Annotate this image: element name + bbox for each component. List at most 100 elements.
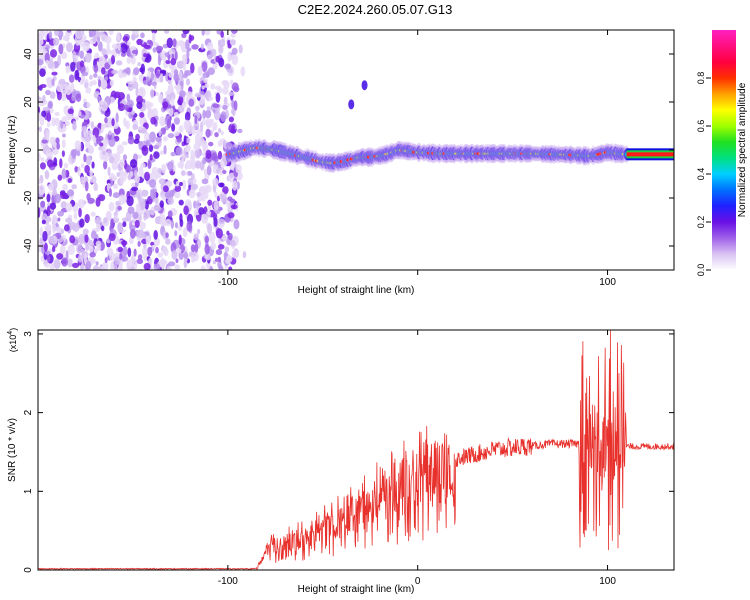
noise-blob (53, 37, 60, 46)
noise-blob (117, 246, 123, 253)
snr-y-axis-label: SNR (10 * v/v) (7, 418, 18, 482)
noise-blob (116, 144, 124, 155)
noise-blob (231, 47, 238, 55)
noise-blob (191, 44, 199, 50)
noise-blob (31, 265, 37, 271)
noise-blob (225, 255, 233, 263)
noise-blob (218, 57, 225, 68)
noise-blob (108, 156, 115, 164)
noise-blob (88, 30, 97, 37)
noise-blob (170, 219, 175, 229)
noise-blob (79, 60, 85, 68)
noise-blob (174, 185, 182, 192)
noise-blob (84, 164, 90, 174)
noise-blob (100, 123, 104, 134)
colorbar-tick-label: 0.2 (696, 216, 706, 229)
noise-blob (203, 78, 208, 83)
noise-blob (137, 62, 141, 67)
noise-blob (65, 42, 73, 53)
noise-blob (220, 130, 224, 136)
noise-blob (184, 111, 191, 122)
noise-blob (49, 107, 54, 114)
noise-blob (232, 180, 238, 191)
noise-blob (80, 163, 85, 169)
noise-blob (174, 117, 180, 125)
noise-blob (44, 44, 50, 51)
noise-blob (84, 181, 89, 192)
noise-blob (201, 61, 208, 73)
noise-blob (193, 142, 201, 151)
noise-blob (64, 120, 71, 126)
noise-blob (167, 83, 174, 93)
noise-blob (74, 140, 82, 150)
noise-blob (223, 96, 228, 105)
noise-blob (127, 136, 135, 145)
noise-blob (66, 30, 72, 33)
noise-blob (39, 226, 44, 237)
noise-blob (175, 258, 179, 264)
noise-blob (201, 152, 207, 157)
noise-blob (225, 141, 233, 150)
noise-blob (202, 71, 210, 79)
noise-blob (47, 183, 55, 191)
noise-blob (107, 166, 111, 176)
noise-blob (81, 125, 88, 132)
noise-blob (108, 233, 116, 242)
noise-blob (51, 117, 56, 127)
noise-blob (157, 55, 162, 66)
noise-blob (229, 39, 236, 46)
noise-blob (167, 106, 174, 117)
noise-blob (117, 222, 123, 233)
noise-blob (208, 232, 216, 243)
noise-blob (204, 30, 211, 36)
noise-blob (224, 246, 230, 253)
noise-blob (67, 108, 74, 115)
noise-blob (98, 55, 106, 67)
snr-axes: -100 0 100 0 1 2 3 (23, 330, 674, 587)
noise-blob (190, 62, 195, 74)
noise-blob (58, 78, 66, 86)
colorbar-label: Normalized spectral amplitude (737, 82, 748, 217)
noise-blob (206, 165, 212, 176)
noise-blob (184, 70, 192, 76)
noise-blob (188, 189, 196, 199)
noise-blob (102, 261, 109, 270)
noise-blob (132, 124, 139, 130)
noise-blob (60, 51, 68, 60)
noise-blob (56, 84, 64, 92)
noise-blob (119, 253, 123, 260)
noise-blob (134, 219, 140, 229)
noise-blob (135, 174, 140, 184)
noise-blob (221, 79, 229, 86)
noise-blob (137, 254, 143, 261)
noise-blob (202, 143, 208, 153)
snr-series-line (38, 330, 674, 570)
x-tick-label: 100 (599, 277, 616, 288)
noise-blob (46, 159, 54, 168)
noise-blob (44, 170, 50, 180)
noise-blob (104, 257, 108, 264)
noise-blob (179, 181, 183, 187)
noise-blob (147, 109, 153, 120)
noise-blob (86, 130, 93, 136)
noise-blob (200, 265, 206, 270)
noise-blob (170, 151, 177, 157)
noise-blob (185, 78, 191, 86)
y-tick-label: 1 (23, 488, 34, 494)
noise-blob (126, 56, 132, 64)
noise-blob (49, 239, 57, 245)
noise-blob (71, 184, 77, 190)
x-tick-label: 0 (415, 576, 421, 587)
noise-blob (100, 34, 109, 42)
noise-blob (106, 247, 114, 256)
noise-blob (56, 142, 60, 150)
noise-blob (229, 54, 237, 60)
noise-blob (38, 152, 41, 162)
noise-blob (111, 175, 118, 181)
noise-blob (92, 135, 96, 142)
noise-blob (53, 157, 58, 166)
noise-blob (130, 34, 136, 41)
noise-blob (99, 79, 108, 89)
noise-blob (61, 139, 66, 149)
noise-blob (118, 188, 125, 197)
